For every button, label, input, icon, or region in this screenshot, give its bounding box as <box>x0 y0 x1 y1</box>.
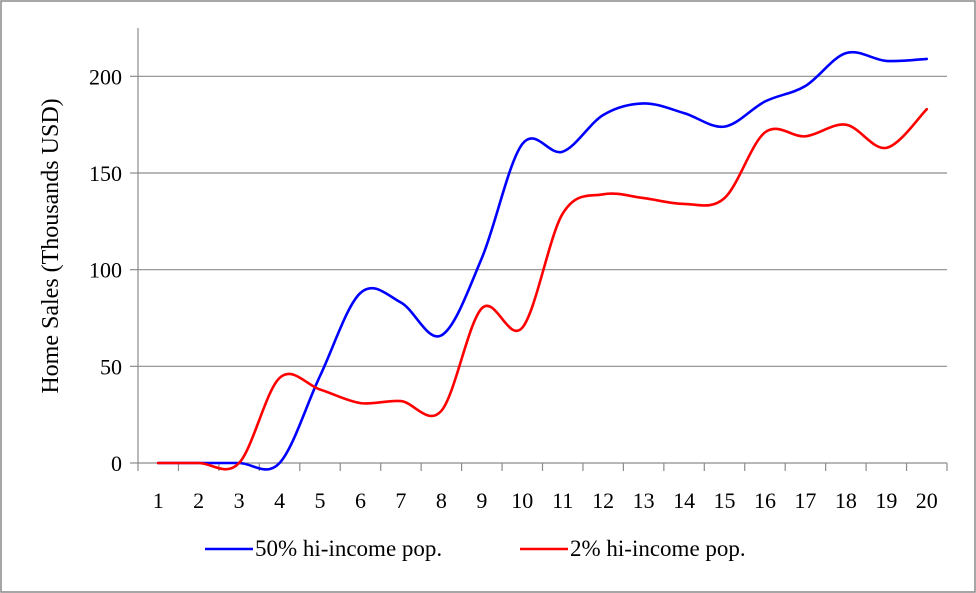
x-tick-label: 9 <box>476 488 487 513</box>
x-tick-label: 17 <box>794 488 816 513</box>
x-tick-label: 1 <box>153 488 164 513</box>
x-tick-label: 5 <box>315 488 326 513</box>
y-tick-labels: 0 50 100 150 200 <box>89 64 122 476</box>
x-tick-label: 11 <box>552 488 573 513</box>
series-line-1 <box>156 50 929 471</box>
x-tick-label: 20 <box>916 488 938 513</box>
legend-label-1: 50% hi-income pop. <box>255 536 442 561</box>
y-tick-label: 50 <box>100 354 122 379</box>
x-tick-label: 3 <box>234 488 245 513</box>
x-tick-labels: 1 2 3 4 5 6 7 8 9 10 11 12 13 14 15 16 17 18 19 20 <box>153 488 938 513</box>
axes <box>137 28 948 471</box>
x-tick-label: 13 <box>633 488 655 513</box>
x-tick-label: 6 <box>355 488 366 513</box>
x-tick-label: 15 <box>714 488 736 513</box>
x-tick-label: 7 <box>395 488 406 513</box>
legend: 50% hi-income pop. 2% hi-income pop. <box>205 536 746 561</box>
y-tick-label: 100 <box>89 258 122 283</box>
x-tick-label: 4 <box>274 488 285 513</box>
x-tick-label: 10 <box>511 488 533 513</box>
x-tick-label: 12 <box>592 488 614 513</box>
y-tick-label: 150 <box>89 161 122 186</box>
x-tick-label: 2 <box>193 488 204 513</box>
y-axis-title: Home Sales (Thousands USD) <box>38 98 64 393</box>
y-tick-label: 200 <box>89 64 122 89</box>
x-tick-label: 14 <box>673 488 695 513</box>
x-tick-label: 18 <box>835 488 857 513</box>
x-tick-label: 8 <box>436 488 447 513</box>
x-tick-label: 19 <box>875 488 897 513</box>
series-line-2 <box>156 107 929 471</box>
x-tick-label: 16 <box>754 488 776 513</box>
y-tick-label: 0 <box>111 451 122 476</box>
series-lines <box>156 50 929 471</box>
legend-label-2: 2% hi-income pop. <box>570 536 746 561</box>
